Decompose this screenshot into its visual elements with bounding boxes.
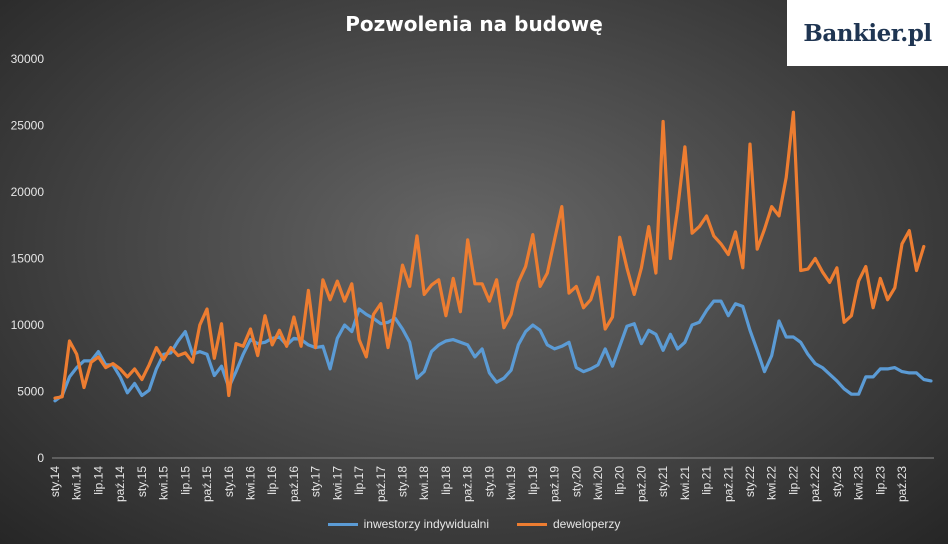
- x-tick-label: sty.15: [135, 466, 149, 497]
- legend-item-inwestorzy: inwestorzy indywidualni: [327, 517, 489, 531]
- x-tick-label: kwi.21: [678, 466, 692, 500]
- x-tick-label: lip.14: [91, 466, 105, 495]
- x-tick-label: sty.20: [569, 466, 583, 497]
- x-tick-label: kwi.14: [70, 466, 84, 500]
- x-tick-label: sty.22: [743, 466, 757, 497]
- x-tick-label: lip.22: [786, 466, 800, 495]
- y-tick-label: 20000: [11, 185, 45, 199]
- x-tick-label: paź.22: [808, 466, 822, 502]
- x-tick-label: sty.14: [48, 466, 62, 497]
- chart-title: Pozwolenia na budowę: [345, 12, 603, 36]
- x-tick-label: lip.20: [613, 466, 627, 495]
- x-tick-label: sty.21: [656, 466, 670, 497]
- legend-swatch-deweloperzy: [517, 522, 547, 526]
- x-tick-label: paź.20: [634, 466, 648, 502]
- y-tick-label: 0: [37, 451, 44, 465]
- legend-label-deweloperzy: deweloperzy: [553, 517, 621, 531]
- x-tick-label: lip.15: [178, 466, 192, 495]
- x-tick-label: paź.14: [113, 466, 127, 502]
- x-tick-label: lip.21: [700, 466, 714, 495]
- legend-swatch-inwestorzy: [327, 522, 358, 526]
- x-tick-label: sty.19: [482, 466, 496, 497]
- chart-legend: inwestorzy indywidualni deweloperzy: [0, 517, 948, 531]
- x-tick-label: lip.18: [439, 466, 453, 495]
- x-tick-label: kwi.23: [852, 466, 866, 500]
- x-tick-label: paź.16: [287, 466, 301, 502]
- x-tick-label: lip.17: [352, 466, 366, 495]
- legend-label-inwestorzy: inwestorzy indywidualni: [363, 517, 489, 531]
- x-tick-label: lip.19: [526, 466, 540, 495]
- x-tick-label: paź.23: [895, 466, 909, 502]
- x-tick-label: paź.21: [721, 466, 735, 502]
- x-tick-label: kwi.22: [765, 466, 779, 500]
- x-tick-label: lip.23: [873, 466, 887, 495]
- x-tick-label: kwi.17: [330, 466, 344, 500]
- x-tick-label: paź.17: [374, 466, 388, 502]
- y-tick-label: 30000: [11, 52, 45, 66]
- series-line-deweloperzy: [53, 110, 926, 400]
- series-line-inwestorzy: [53, 299, 933, 403]
- x-tick-label: kwi.15: [157, 466, 171, 500]
- x-tick-label: kwi.19: [504, 466, 518, 500]
- x-tick-label: kwi.20: [591, 466, 605, 500]
- x-tick-label: paź.19: [548, 466, 562, 502]
- x-tick-label: sty.16: [222, 466, 236, 497]
- x-tick-label: kwi.16: [243, 466, 257, 500]
- logo-text: Bankier.pl: [803, 19, 932, 47]
- x-tick-label: kwi.18: [417, 466, 431, 500]
- x-tick-label: sty.18: [396, 466, 410, 497]
- y-tick-label: 5000: [17, 385, 44, 399]
- x-tick-label: paź.18: [461, 466, 475, 502]
- x-tick-label: sty.17: [309, 466, 323, 497]
- x-tick-label: lip.16: [265, 466, 279, 495]
- x-tick-label: sty.23: [830, 466, 844, 497]
- y-tick-label: 10000: [11, 318, 45, 332]
- y-tick-label: 25000: [11, 119, 45, 133]
- legend-item-deweloperzy: deweloperzy: [517, 517, 620, 531]
- bankier-logo: Bankier.pl: [787, 0, 948, 66]
- y-tick-label: 15000: [11, 252, 45, 266]
- x-tick-label: paź.15: [200, 466, 214, 502]
